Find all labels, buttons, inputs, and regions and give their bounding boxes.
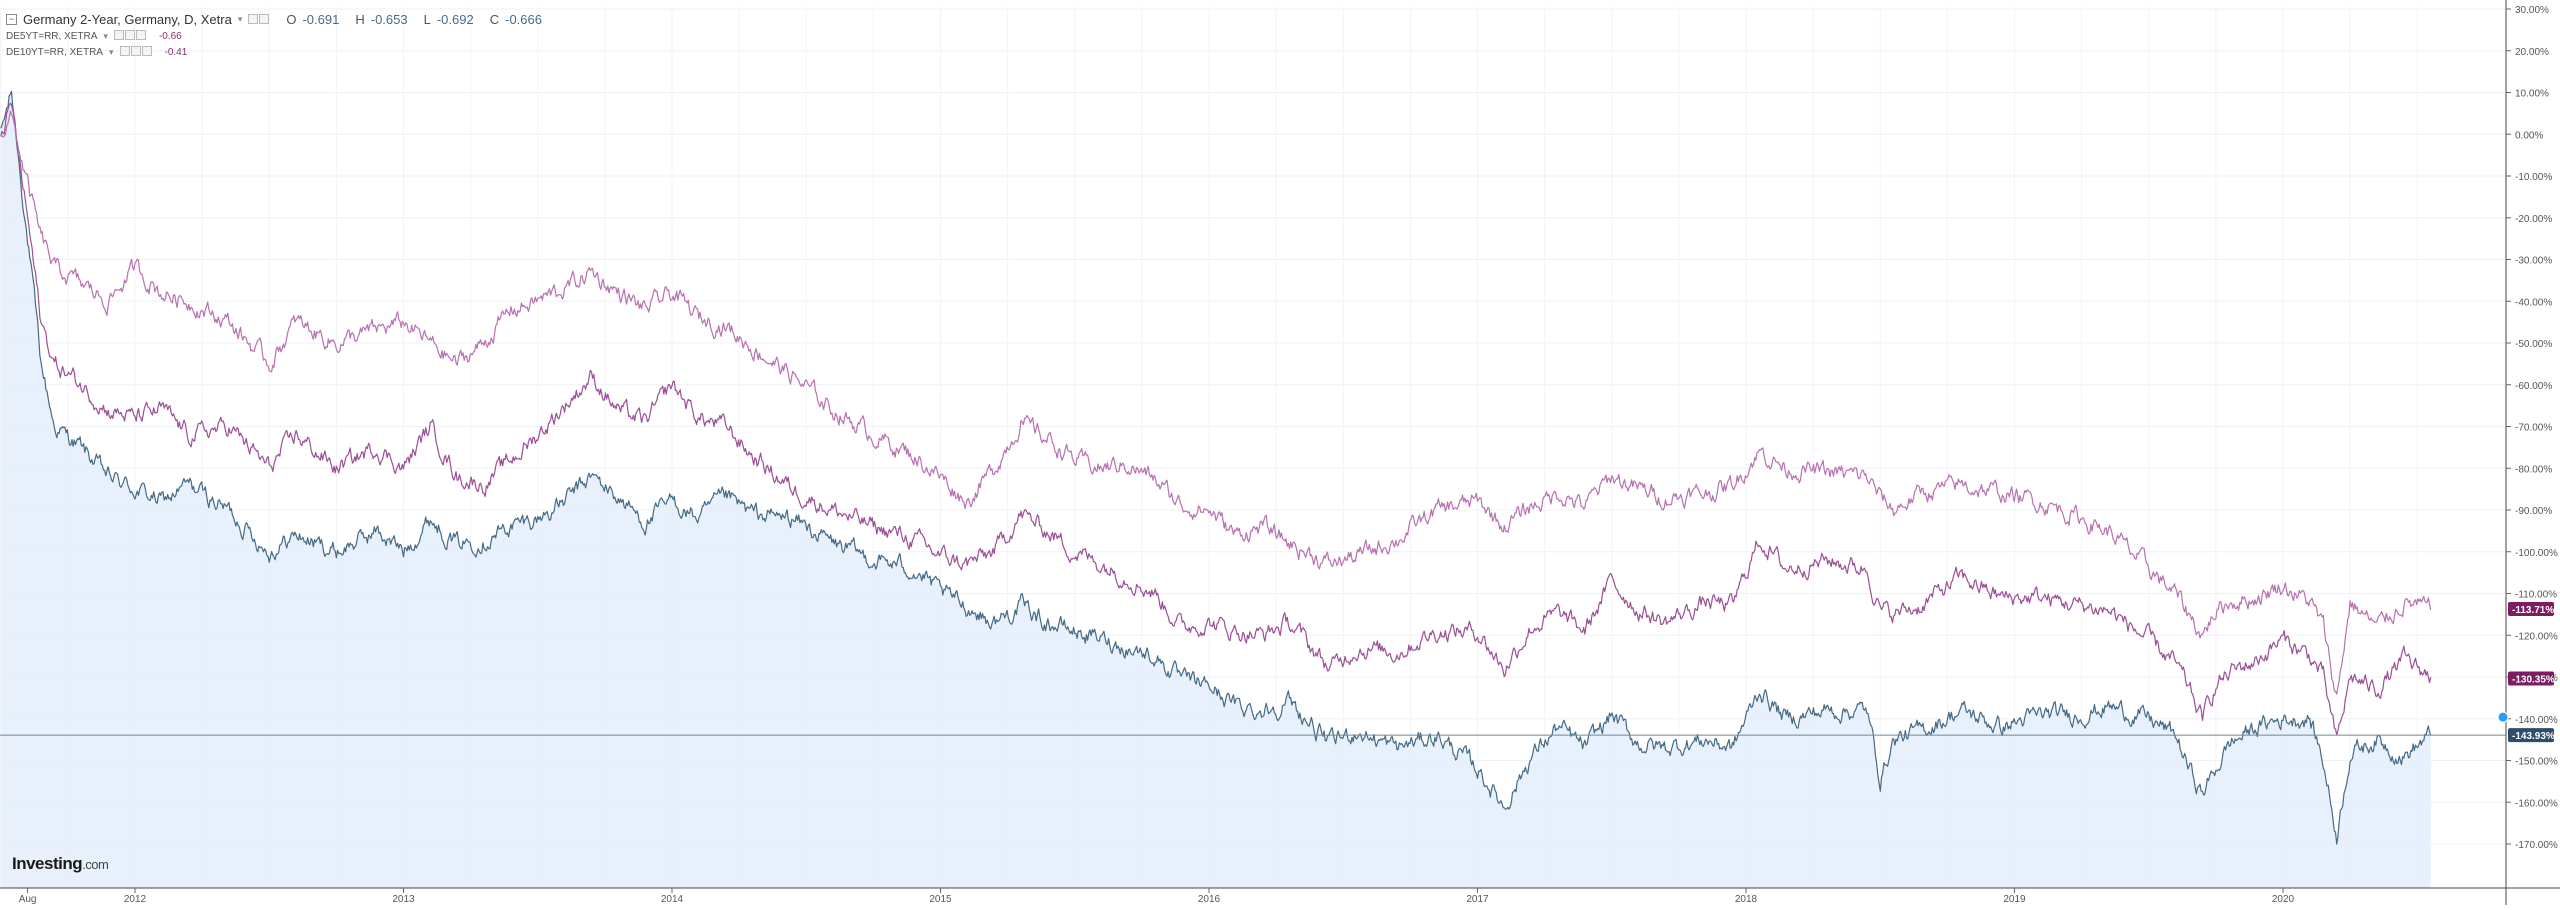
y-tick-label: -110.00% [2515, 590, 2557, 601]
settings-icon[interactable] [124, 29, 135, 40]
badge-label: -113.71% [2512, 605, 2554, 616]
close-icon[interactable] [135, 29, 146, 40]
close-label: C [489, 11, 500, 27]
y-tick-label: -100.00% [2515, 548, 2558, 559]
x-tick-label: Aug [19, 894, 37, 905]
y-tick-label: -30.00% [2515, 256, 2552, 267]
series-line [0, 110, 2432, 695]
logo-suffix: .com [82, 857, 109, 872]
series-layer [0, 90, 2506, 888]
y-tick-label: -70.00% [2515, 423, 2552, 434]
series-line [0, 90, 2432, 845]
open-label: O [286, 11, 297, 27]
last-value-badge: -113.71% [2508, 601, 2554, 616]
badge-background [2508, 601, 2554, 616]
visibility-icon[interactable] [119, 45, 130, 56]
legend-main-row: − Germany 2-Year, Germany, D, Xetra ▾ O-… [6, 10, 542, 28]
compare-symbol-1: DE5YT=RR, XETRA [6, 30, 98, 42]
chevron-down-icon[interactable]: ▾ [108, 46, 114, 57]
y-tick-label: 0.00% [2515, 130, 2543, 141]
investing-logo: Investing.com [12, 854, 109, 874]
y-tick-label: -60.00% [2515, 381, 2552, 392]
chevron-down-icon[interactable]: ▾ [103, 30, 108, 41]
last-value-badge: -143.93% [2508, 728, 2555, 743]
badge-background [2508, 671, 2554, 686]
compare-symbol-2: DE10YT=RR, XETRA [6, 46, 103, 58]
y-tick-label: -170.00% [2515, 840, 2558, 851]
series-controls[interactable] [248, 12, 270, 27]
y-tick-label: -150.00% [2515, 757, 2558, 768]
x-tick-label: 2014 [661, 894, 684, 905]
series-area-fill [0, 91, 2431, 888]
chevron-down-icon[interactable]: ▾ [237, 13, 243, 24]
low-value: -0.692 [436, 11, 474, 27]
y-tick-label: 20.00% [2515, 47, 2549, 58]
badge-label: -130.35% [2512, 674, 2555, 685]
compare-controls-1[interactable] [113, 29, 147, 43]
low-label: L [423, 11, 431, 27]
compare-value-2: -0.41 [164, 46, 188, 58]
y-tick-label: -160.00% [2515, 798, 2558, 809]
x-tick-label: 2013 [392, 894, 415, 905]
logo-brand: Investing [12, 854, 83, 873]
y-tick-label: -40.00% [2515, 297, 2552, 308]
high-label: H [355, 11, 365, 27]
settings-icon[interactable] [259, 13, 270, 24]
y-tick-label: -20.00% [2515, 214, 2552, 225]
open-value: -0.691 [302, 11, 340, 27]
close-value: -0.666 [505, 11, 542, 27]
compare-controls-2[interactable] [119, 45, 153, 59]
visibility-icon[interactable] [113, 29, 124, 40]
x-tick-label: 2016 [1198, 894, 1221, 905]
compare-value-1: -0.66 [158, 30, 182, 42]
x-tick-label: 2020 [2272, 894, 2295, 905]
settings-icon[interactable] [130, 45, 141, 56]
badge-label: -143.93% [2512, 731, 2555, 742]
y-tick-label: 10.00% [2515, 89, 2549, 100]
series-line [0, 102, 2432, 736]
x-tick-label: 2018 [1735, 894, 1758, 905]
x-tick-label: 2012 [124, 894, 147, 905]
collapse-icon[interactable]: − [6, 13, 17, 25]
chart-title: Germany 2-Year, Germany, D, Xetra [23, 11, 232, 27]
badge-background [2508, 728, 2554, 743]
current-point-marker[interactable] [2497, 711, 2509, 723]
y-tick-label: -120.00% [2515, 631, 2558, 642]
y-tick-label: -90.00% [2515, 506, 2552, 517]
y-tick-label: -80.00% [2515, 464, 2552, 475]
legend: − Germany 2-Year, Germany, D, Xetra ▾ O-… [6, 10, 542, 60]
y-tick-label: 30.00% [2515, 5, 2549, 16]
y-tick-label: -140.00% [2515, 715, 2558, 726]
x-tick-label: 2019 [2003, 894, 2026, 905]
close-icon[interactable] [141, 45, 152, 56]
last-value-badge: -130.35% [2508, 671, 2555, 686]
visibility-icon[interactable] [248, 13, 259, 24]
legend-compare-row-2: DE10YT=RR, XETRA ▾ -0.41 [6, 44, 542, 60]
x-tick-label: 2017 [1466, 894, 1489, 905]
y-tick-label: -10.00% [2515, 172, 2552, 183]
high-value: -0.653 [370, 11, 408, 27]
x-tick-label: 2015 [929, 894, 952, 905]
y-tick-label: -50.00% [2515, 339, 2552, 350]
legend-compare-row-1: DE5YT=RR, XETRA ▾ -0.66 [6, 28, 542, 44]
